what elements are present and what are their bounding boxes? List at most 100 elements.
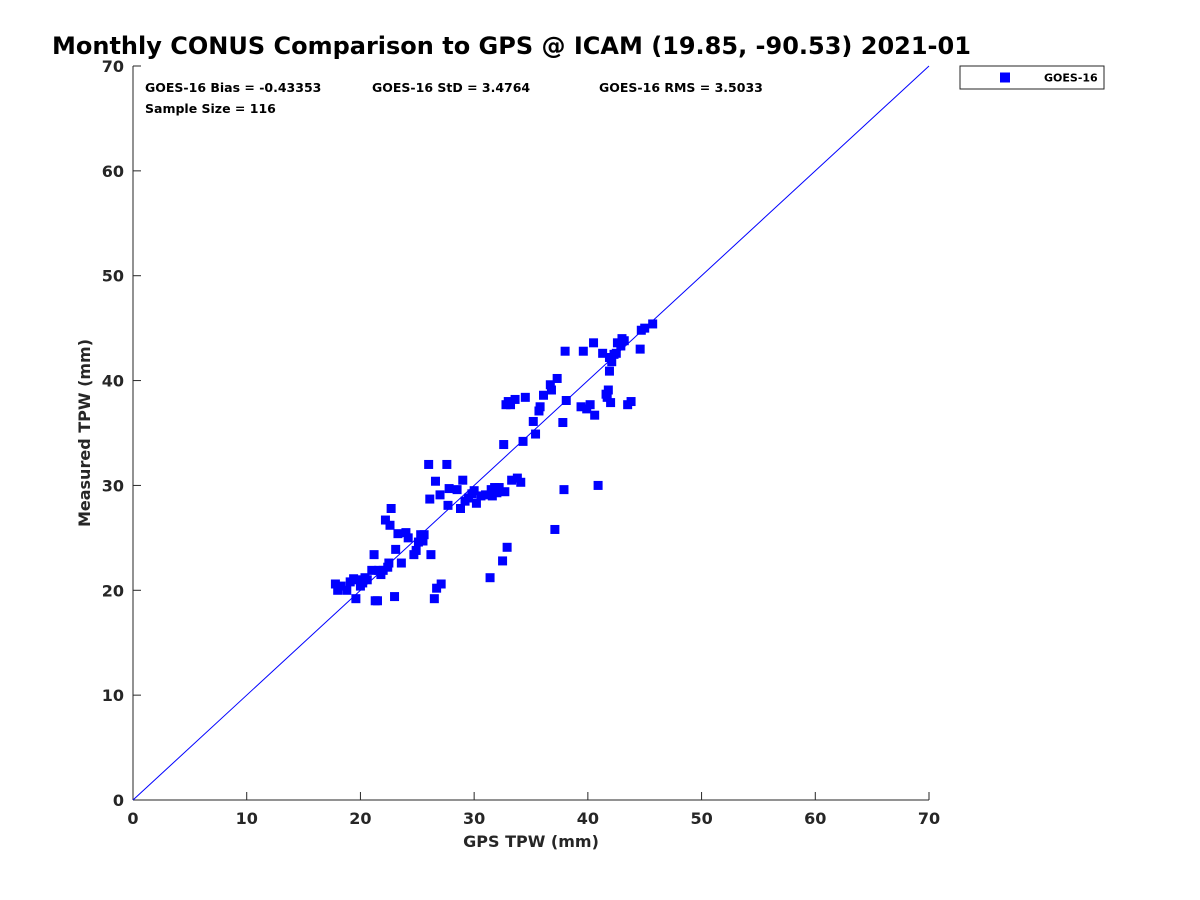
data-point [349,574,359,584]
data-point [494,483,504,493]
x-tick-label: 10 [236,809,258,828]
data-point [418,536,428,546]
data-point [442,459,452,469]
y-tick-label: 0 [113,791,124,810]
y-tick-label: 10 [102,686,124,705]
data-point [471,498,481,508]
data-point [528,416,538,426]
legend: GOES-16 [959,65,1105,90]
legend-box [959,65,1105,90]
data-point [393,529,403,539]
data-point [413,537,423,547]
data-point [559,485,569,495]
data-point [443,500,453,510]
data-point [593,480,603,490]
data-point [626,397,636,407]
data-point [358,578,368,588]
data-point [585,400,595,410]
y-tick-label: 30 [102,476,124,495]
x-tick-label: 70 [918,809,940,828]
x-tick-label: 60 [804,809,826,828]
data-point [531,429,541,439]
data-point [560,346,570,356]
data-point [490,483,500,493]
legend-label: GOES-16 [1044,72,1098,85]
data-point [502,542,512,552]
y-axis-label: Measured TPW (mm) [75,339,94,527]
one-to-one-line [132,65,930,801]
data-point [330,579,340,589]
data-point [602,392,612,402]
data-point [535,402,545,412]
data-point [539,390,549,400]
data-point [386,503,396,513]
data-point [367,565,377,575]
data-point [616,341,626,351]
x-tick-label: 50 [690,809,712,828]
data-point [455,503,465,513]
data-point [342,585,352,595]
y-tick-label: 50 [102,267,124,286]
data-point [607,357,617,367]
data-point [452,485,462,495]
data-point [589,338,599,348]
data-point [435,490,445,500]
data-point [640,323,650,333]
data-point [558,418,568,428]
y-tick-label: 40 [102,372,124,391]
data-point [520,392,530,402]
data-points [330,319,658,606]
data-point [403,533,413,543]
data-point [384,558,394,568]
data-point [369,550,379,560]
sample-size-annotation: Sample Size = 116 [145,101,276,116]
data-point [487,491,497,501]
data-point [429,594,439,604]
data-point [419,530,429,540]
axes: 0 10 20 30 40 50 60 70 0 10 20 30 40 50 60 70 [102,57,940,828]
data-point [372,596,382,606]
data-point [351,594,361,604]
data-point [516,477,526,487]
data-point [590,410,600,420]
data-point [576,402,586,412]
data-point [561,395,571,405]
rms-annotation: GOES-16 RMS = 3.5033 [599,80,763,95]
data-point [485,573,495,583]
data-point [611,348,621,358]
data-point [603,385,613,395]
data-point [552,373,562,383]
data-point [606,398,616,408]
data-point [499,440,509,450]
x-tick-label: 30 [463,809,485,828]
data-point [492,488,502,498]
data-point [396,558,406,568]
x-tick-label: 0 [127,809,138,828]
data-point [648,319,658,329]
legend-marker [1000,72,1010,83]
y-tick-label: 20 [102,581,124,600]
data-point [598,348,608,358]
data-point [506,400,516,410]
data-point [550,524,560,534]
y-tick-label: 70 [102,57,124,76]
bias-annotation: GOES-16 Bias = -0.43353 [145,80,321,95]
data-point [411,545,421,555]
data-point [430,476,440,486]
data-point [545,380,555,390]
data-point [476,491,486,501]
data-point [458,475,468,485]
data-point [425,494,435,504]
data-point [362,575,372,585]
chart-title: Monthly CONUS Comparison to GPS @ ICAM (… [52,32,971,60]
data-point [510,394,520,404]
x-axis-label: GPS TPW (mm) [463,832,599,851]
data-point [604,366,614,376]
x-tick-label: 20 [349,809,371,828]
data-point [635,344,645,354]
data-point [481,490,491,500]
data-point [436,579,446,589]
data-point [378,565,388,575]
data-point [469,486,479,496]
